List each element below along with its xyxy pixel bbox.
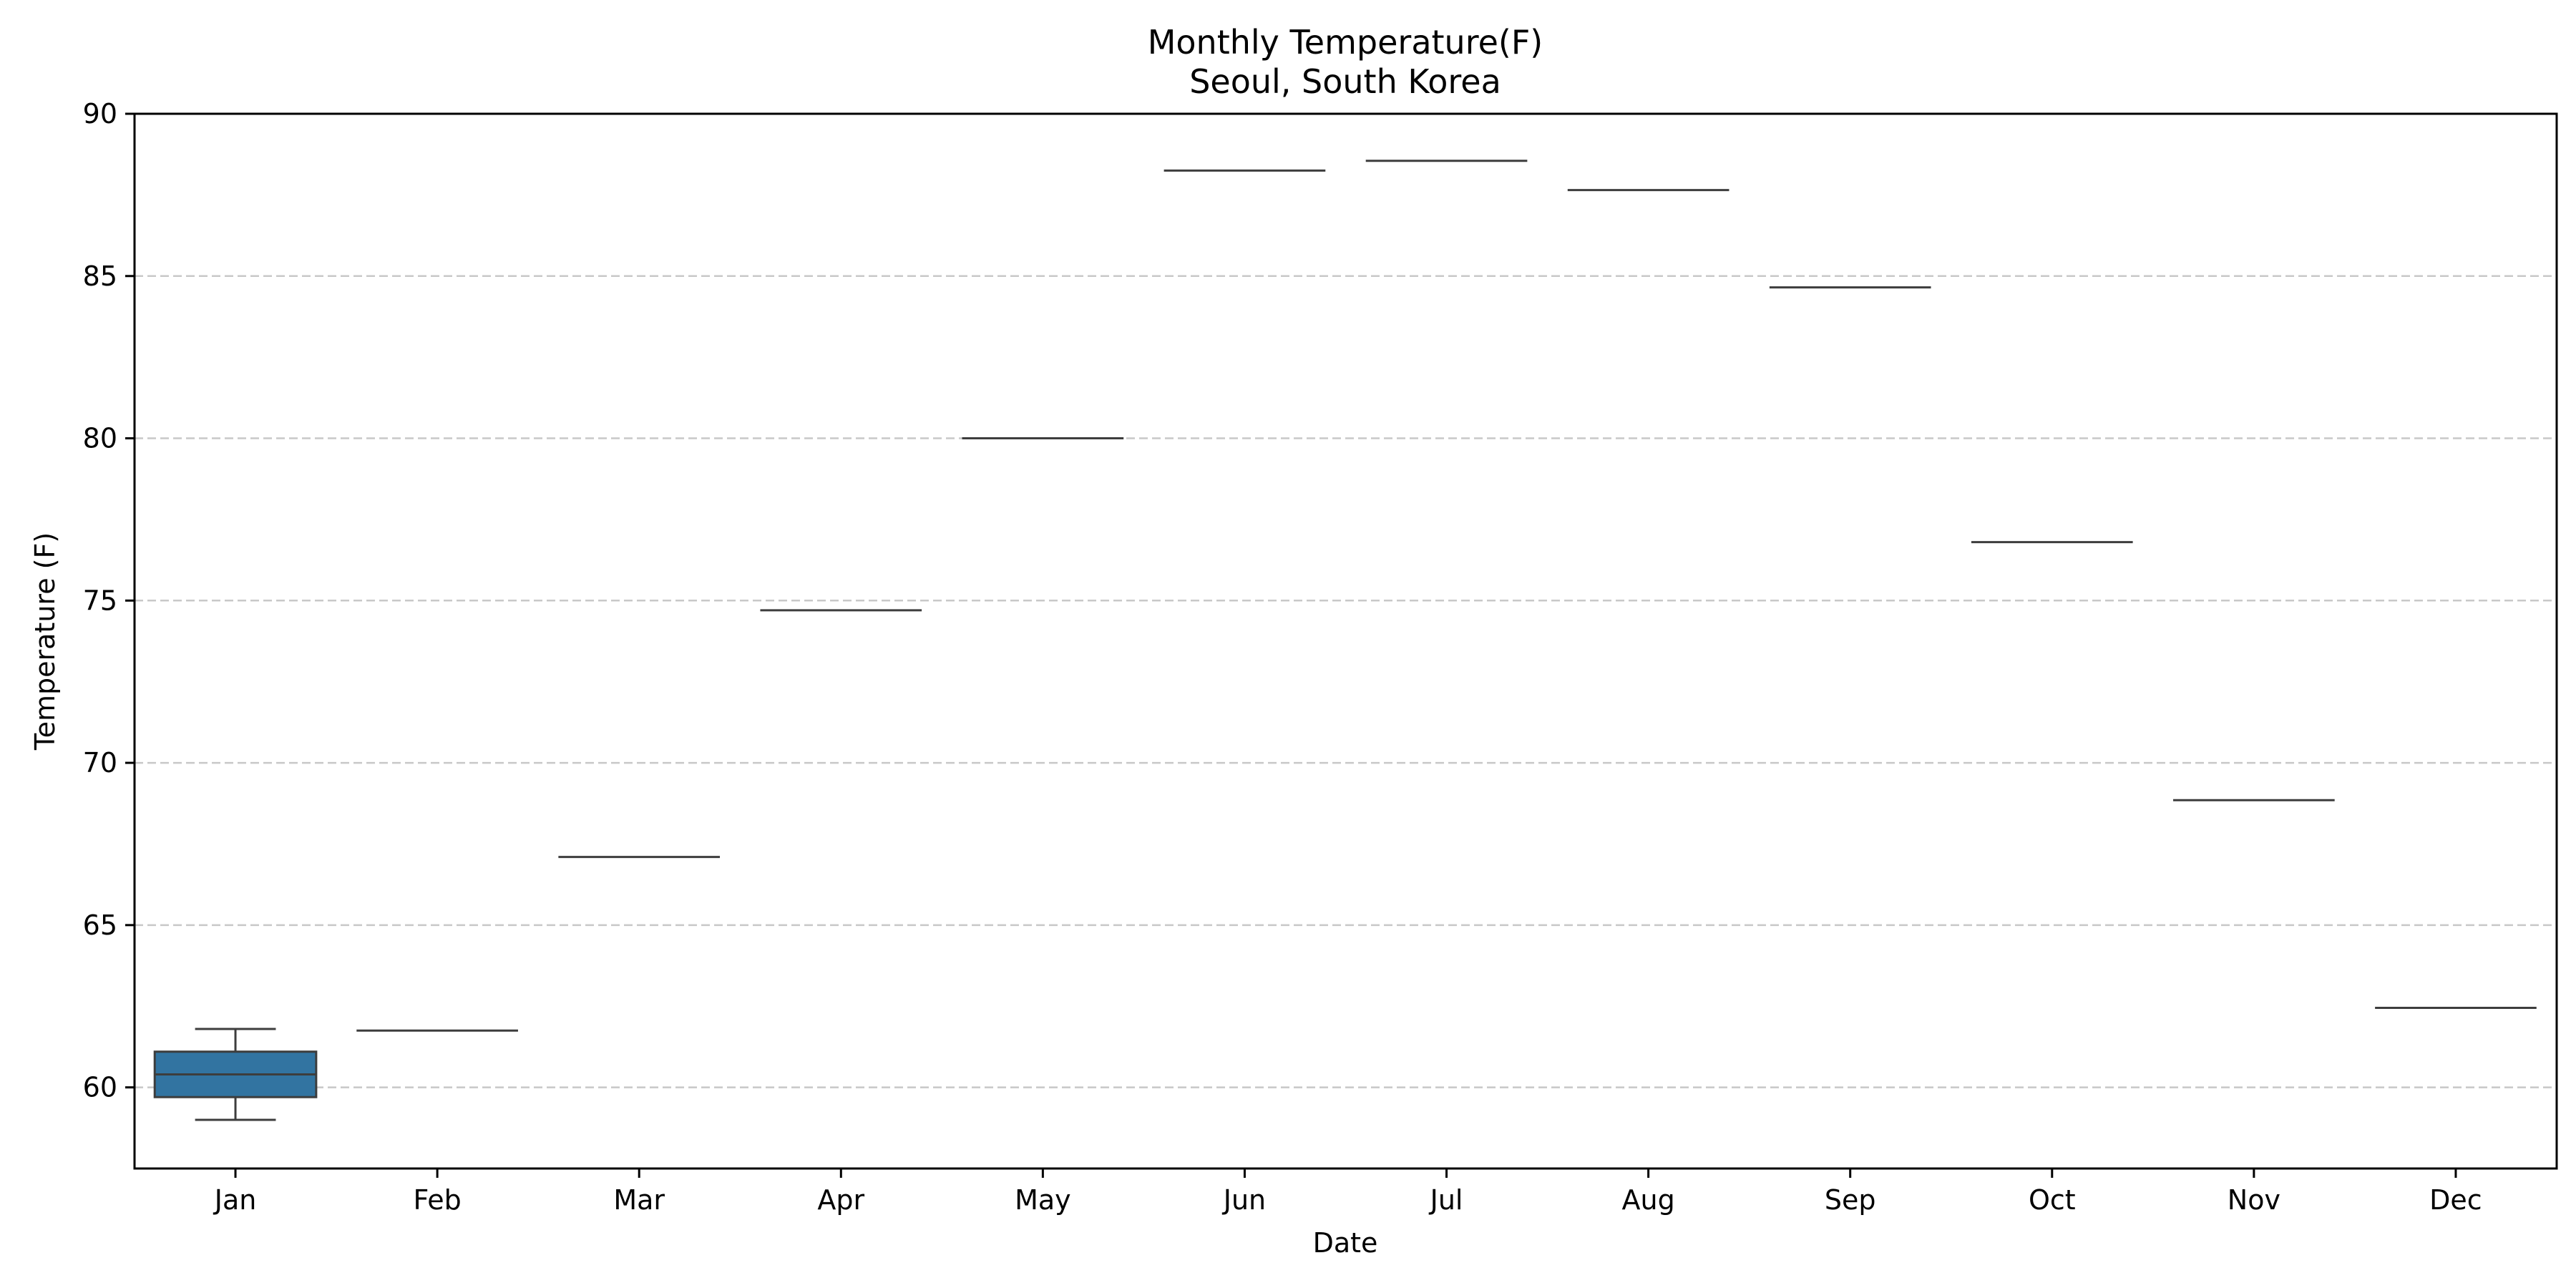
chart-title: Monthly Temperature(F) xyxy=(1148,23,1543,62)
x-axis-ticks: Jan Feb Mar Apr May Jun Jul Aug Sep Oct Nov Dec xyxy=(213,1169,2482,1216)
x-tick-label: Oct xyxy=(2029,1184,2076,1216)
y-axis-ticks: 60 65 70 75 80 85 90 xyxy=(83,98,135,1103)
box-jan xyxy=(153,1028,318,1121)
y-tick-label: 60 xyxy=(83,1072,117,1103)
x-axis-label: Date xyxy=(1313,1227,1378,1259)
box-series xyxy=(153,160,2537,1121)
y-tick-label: 65 xyxy=(83,909,117,941)
y-tick-label: 75 xyxy=(83,585,117,616)
x-tick-label: Nov xyxy=(2228,1184,2280,1216)
x-tick-label: Aug xyxy=(1622,1184,1675,1216)
x-tick-label: Sep xyxy=(1825,1184,1876,1216)
plot-frame xyxy=(133,112,2558,1170)
gridlines xyxy=(135,275,2557,1088)
x-tick-label: Dec xyxy=(2429,1184,2482,1216)
x-tick-label: Jan xyxy=(213,1184,257,1216)
y-tick-label: 90 xyxy=(83,98,117,130)
y-tick-label: 70 xyxy=(83,747,117,779)
y-axis-label: Temperature (F) xyxy=(29,532,61,751)
x-tick-label: Jun xyxy=(1222,1184,1266,1216)
x-tick-label: Mar xyxy=(613,1184,665,1216)
x-tick-label: Jul xyxy=(1429,1184,1463,1216)
x-tick-label: Apr xyxy=(817,1184,864,1216)
x-tick-label: May xyxy=(1015,1184,1071,1216)
y-tick-label: 85 xyxy=(83,260,117,292)
x-tick-label: Feb xyxy=(413,1184,461,1216)
y-tick-label: 80 xyxy=(83,423,117,454)
chart-subtitle: Seoul, South Korea xyxy=(1189,62,1501,101)
